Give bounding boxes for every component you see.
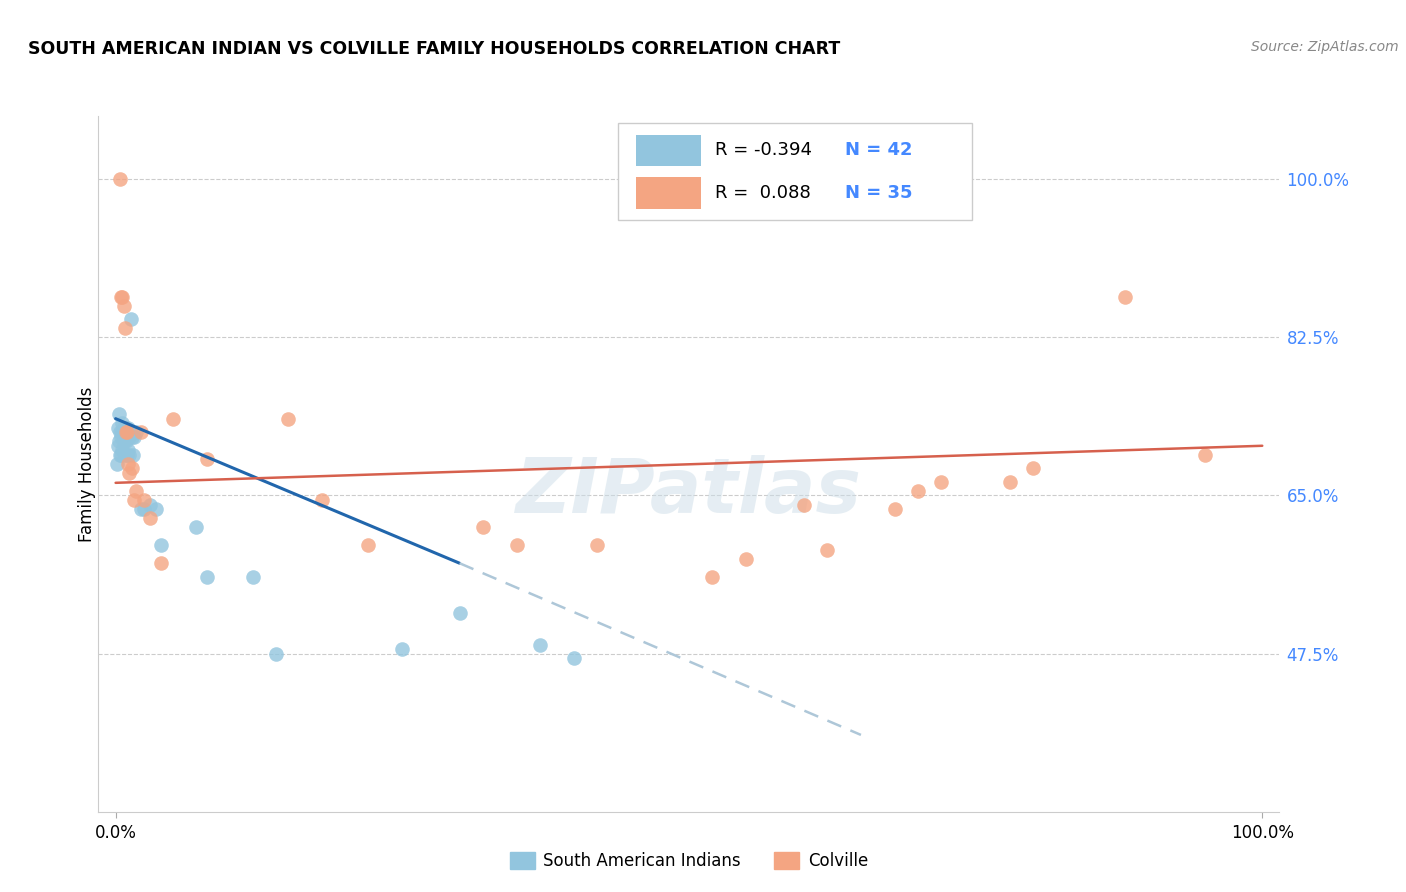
Text: Source: ZipAtlas.com: Source: ZipAtlas.com: [1251, 40, 1399, 54]
Point: [195, 570, 218, 584]
Point: [115, 420, 138, 434]
Point: [129, 425, 152, 440]
Point: [815, 542, 838, 557]
Point: [391, 642, 413, 657]
Point: [529, 638, 551, 652]
Point: [150, 556, 173, 570]
Point: [139, 498, 162, 512]
Point: [125, 425, 148, 440]
Point: [114, 448, 136, 462]
Point: [115, 425, 138, 440]
Point: [114, 321, 136, 335]
Point: [111, 290, 134, 304]
Point: [122, 430, 145, 444]
Point: [108, 407, 131, 421]
Point: [242, 570, 264, 584]
Y-axis label: Family Households: Family Households: [79, 386, 96, 541]
Bar: [636, 178, 700, 209]
Text: R =  0.088: R = 0.088: [714, 184, 811, 202]
Point: [1194, 448, 1216, 462]
Point: [111, 416, 134, 430]
Text: SOUTH AMERICAN INDIAN VS COLVILLE FAMILY HOUSEHOLDS CORRELATION CHART: SOUTH AMERICAN INDIAN VS COLVILLE FAMILY…: [28, 40, 841, 58]
Point: [134, 502, 156, 516]
Point: [125, 483, 148, 498]
Bar: [636, 135, 700, 166]
Point: [184, 520, 207, 534]
Point: [884, 502, 907, 516]
Point: [929, 475, 952, 489]
Point: [111, 425, 134, 440]
Point: [998, 475, 1021, 489]
Point: [117, 457, 139, 471]
Point: [110, 290, 132, 304]
Point: [129, 502, 152, 516]
Point: [115, 430, 138, 444]
Point: [117, 420, 139, 434]
Point: [108, 434, 131, 449]
Point: [145, 502, 167, 516]
Text: N = 35: N = 35: [845, 184, 912, 202]
Point: [907, 483, 929, 498]
Point: [117, 443, 139, 458]
Point: [264, 647, 287, 661]
Point: [114, 425, 136, 440]
Point: [107, 420, 129, 434]
Point: [118, 466, 141, 480]
Point: [139, 511, 162, 525]
Point: [700, 570, 723, 584]
Point: [107, 439, 129, 453]
Point: [108, 425, 131, 440]
Point: [311, 493, 333, 508]
Point: [506, 538, 529, 552]
Point: [793, 498, 815, 512]
Point: [115, 434, 138, 449]
FancyBboxPatch shape: [619, 123, 973, 220]
Legend: South American Indians, Colville: South American Indians, Colville: [503, 845, 875, 877]
Point: [277, 411, 299, 425]
Point: [112, 434, 135, 449]
Point: [112, 420, 135, 434]
Point: [110, 448, 132, 462]
Point: [121, 461, 143, 475]
Point: [150, 538, 173, 552]
Point: [118, 430, 141, 444]
Point: [134, 493, 156, 508]
Point: [562, 651, 585, 665]
Point: [105, 457, 128, 471]
Text: ZIPatlas: ZIPatlas: [516, 455, 862, 529]
Point: [122, 493, 145, 508]
Point: [111, 443, 134, 458]
Point: [121, 448, 143, 462]
Point: [120, 312, 142, 326]
Point: [108, 172, 131, 186]
Point: [121, 430, 143, 444]
Point: [112, 299, 135, 313]
Point: [110, 430, 132, 444]
Point: [1022, 461, 1045, 475]
Point: [1114, 290, 1136, 304]
Point: [162, 411, 184, 425]
Point: [195, 452, 218, 467]
Text: N = 42: N = 42: [845, 141, 912, 159]
Point: [115, 448, 138, 462]
Point: [471, 520, 494, 534]
Point: [118, 448, 141, 462]
Text: R = -0.394: R = -0.394: [714, 141, 811, 159]
Point: [449, 606, 471, 620]
Point: [586, 538, 609, 552]
Point: [115, 425, 138, 440]
Point: [357, 538, 380, 552]
Point: [735, 551, 758, 566]
Point: [108, 448, 131, 462]
